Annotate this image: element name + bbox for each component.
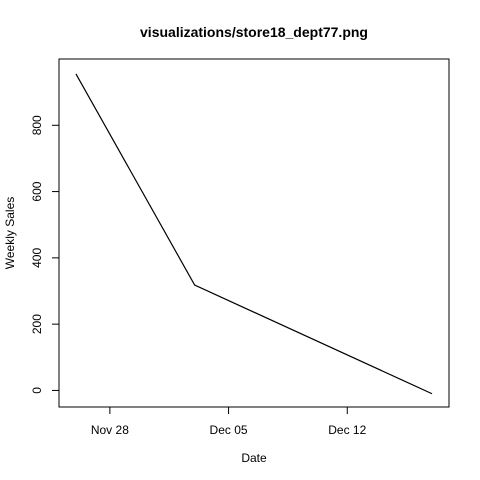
y-tick-label: 200: [30, 314, 44, 334]
y-tick-label: 400: [30, 248, 44, 268]
y-axis-label: Weekly Sales: [3, 197, 17, 269]
x-axis: Nov 28 Dec 05 Dec 12: [91, 406, 367, 437]
series-line: [75, 73, 433, 395]
x-tick-label: Dec 05: [210, 423, 248, 437]
series-layer: [75, 73, 433, 395]
y-axis: 0 200 400 600 800: [30, 115, 60, 394]
x-tick-label: Dec 12: [328, 423, 366, 437]
y-tick-label: 800: [30, 115, 44, 135]
x-tick-label: Nov 28: [91, 423, 129, 437]
chart-title: visualizations/store18_dept77.png: [140, 24, 368, 40]
y-tick-label: 600: [30, 181, 44, 201]
y-tick-label: 0: [30, 387, 44, 394]
x-axis-label: Date: [241, 451, 267, 465]
